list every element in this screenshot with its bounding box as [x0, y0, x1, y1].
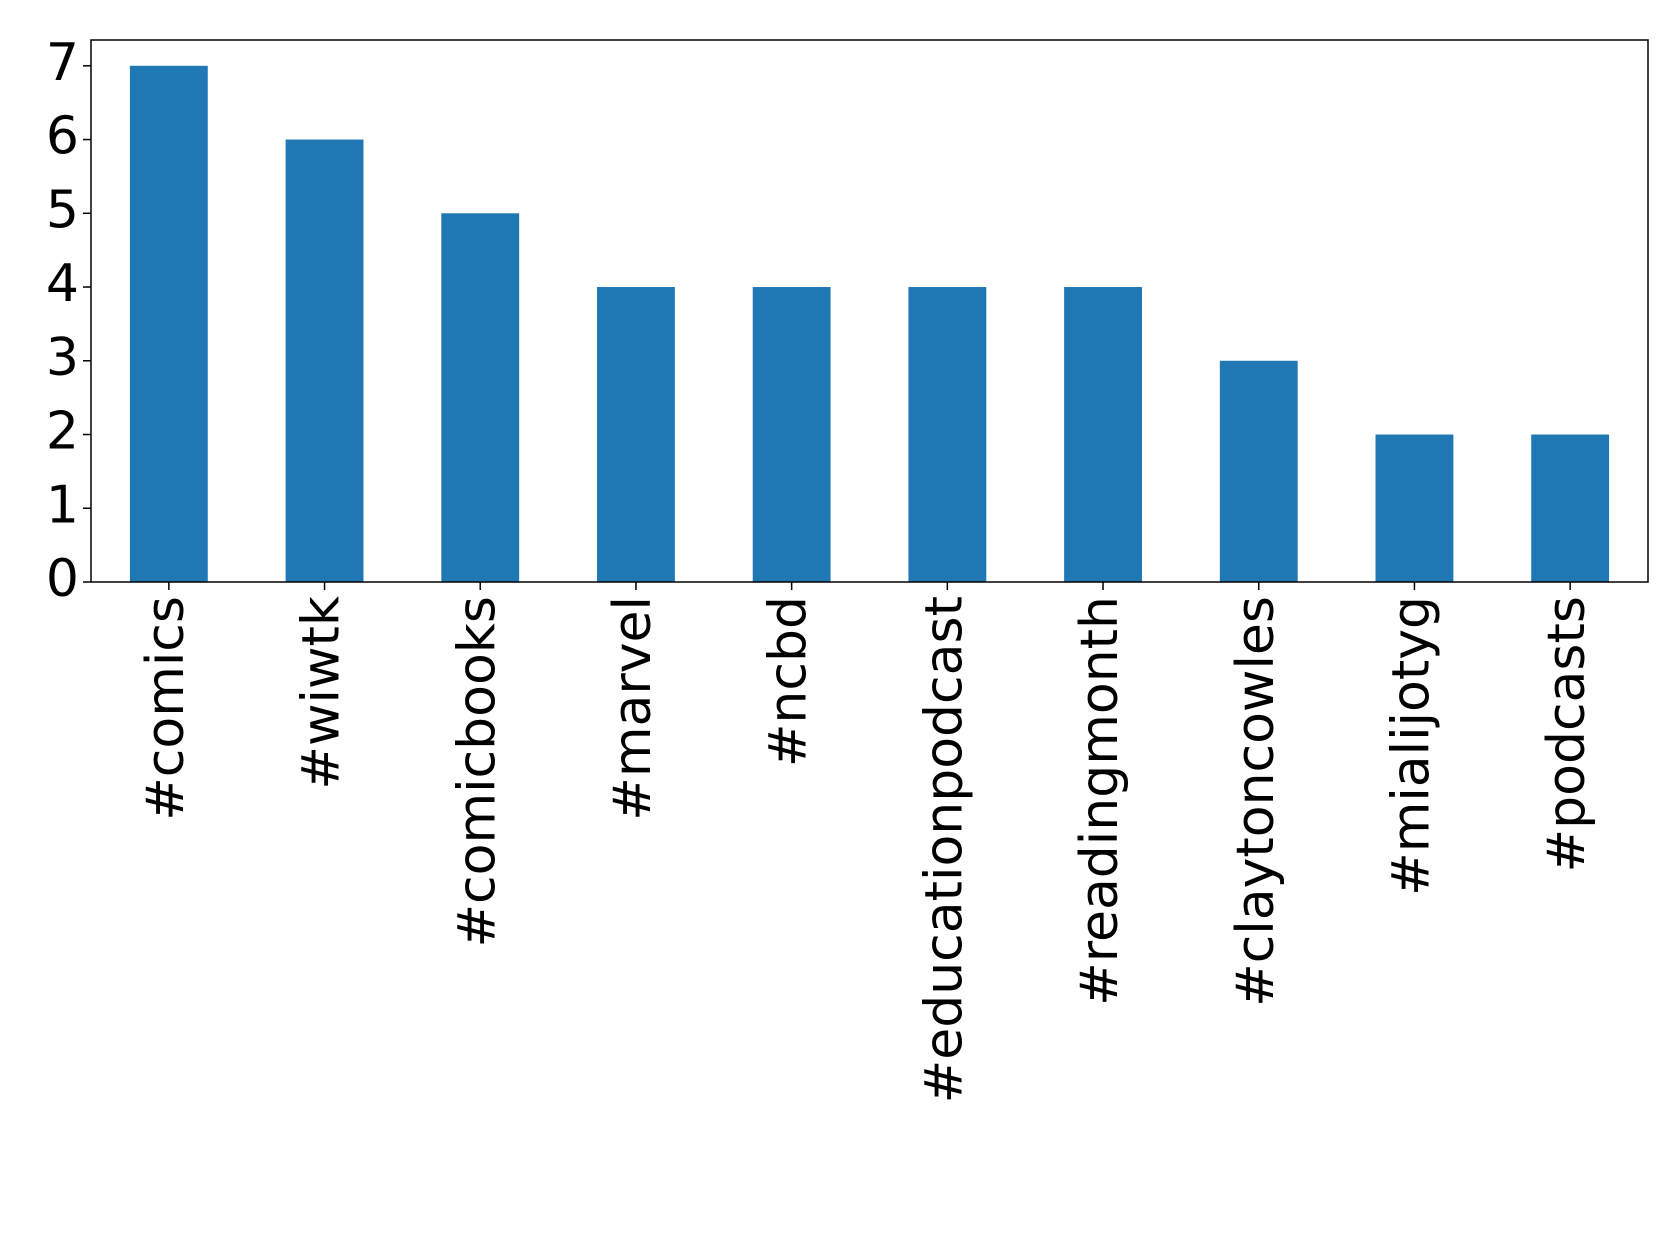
y-tick-label: 3	[46, 328, 79, 388]
y-tick-label: 0	[46, 549, 79, 609]
bar	[908, 287, 987, 582]
x-tick-label: #ncbd	[759, 596, 819, 767]
y-tick-label: 6	[46, 107, 79, 167]
y-tick-label: 5	[46, 180, 79, 240]
bar	[1531, 434, 1610, 582]
x-tick-label: #mialijotyg	[1381, 596, 1441, 896]
bar	[129, 65, 208, 583]
bar	[752, 287, 831, 582]
y-tick-label: 4	[46, 254, 79, 314]
bar	[1375, 434, 1454, 582]
bar	[597, 287, 675, 582]
x-tick-label: #educationpodcast	[914, 596, 974, 1103]
bar	[441, 213, 520, 582]
x-tick-label: #comicbooks	[447, 596, 507, 948]
bar	[285, 139, 364, 582]
plot-frame	[90, 39, 1649, 583]
y-tick-label: 1	[46, 475, 79, 535]
x-tick-label: #wiwtk	[292, 596, 352, 790]
x-tick-label: #claytoncowles	[1226, 596, 1286, 1007]
bar	[1219, 360, 1298, 582]
x-tick-label: #podcasts	[1537, 596, 1597, 872]
bar	[1064, 287, 1142, 582]
x-tick-label: #readingmonth	[1070, 596, 1130, 1006]
x-tick-label: #comics	[136, 596, 196, 821]
x-tick-label: #marvel	[603, 596, 663, 821]
y-tick-label: 7	[46, 33, 79, 93]
y-tick-label: 2	[46, 402, 79, 462]
